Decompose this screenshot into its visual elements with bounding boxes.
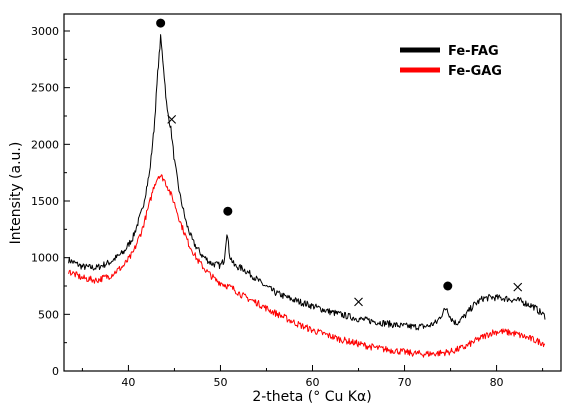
peak-cross-marker <box>167 115 177 124</box>
legend: Fe-FAG Fe-GAG <box>400 44 502 79</box>
series-line-fe-gag <box>68 174 546 358</box>
y-tick-label: 500 <box>38 308 59 321</box>
y-tick-label: 2500 <box>31 82 59 95</box>
legend-label-fe-gag: Fe-GAG <box>448 64 502 79</box>
peak-dot-marker <box>443 281 453 291</box>
y-axis-title: Intensity (a.u.) <box>8 142 24 245</box>
annotation-layer <box>156 18 523 307</box>
x-tick-label: 60 <box>306 376 320 389</box>
peak-cross-marker <box>513 282 523 292</box>
x-axis-title: 2-theta (° Cu Kα) <box>252 389 371 405</box>
cross-stroke <box>167 115 177 124</box>
x-axis-ticks: 40 50 60 70 80 <box>81 365 544 389</box>
y-tick-label: 1000 <box>31 252 59 265</box>
series-layer <box>68 34 546 358</box>
y-axis-ticks: 0 500 1000 1500 2000 2500 3000 <box>31 25 70 378</box>
y-tick-label: 1500 <box>31 195 59 208</box>
y-tick-label: 0 <box>52 365 59 378</box>
peak-cross-marker <box>354 297 363 307</box>
y-tick-label: 2000 <box>31 138 59 151</box>
peak-dot-marker <box>223 206 233 216</box>
series-line-fe-fag <box>68 34 546 331</box>
cross-stroke <box>354 297 363 307</box>
x-tick-label: 70 <box>398 376 412 389</box>
cross-stroke <box>513 282 523 292</box>
x-tick-label: 50 <box>213 376 227 389</box>
y-tick-label: 3000 <box>31 25 59 38</box>
legend-label-fe-fag: Fe-FAG <box>448 44 499 59</box>
x-tick-label: 80 <box>490 376 504 389</box>
peak-dot-marker <box>156 18 166 28</box>
x-tick-label: 40 <box>121 376 135 389</box>
